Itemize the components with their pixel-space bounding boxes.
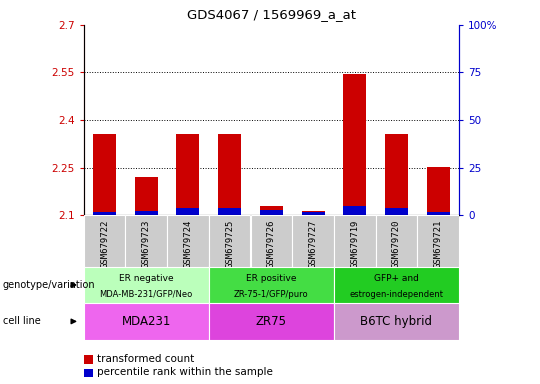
Bar	[301, 212, 325, 215]
Bar	[135, 211, 158, 215]
Text: genotype/variation: genotype/variation	[3, 280, 96, 290]
Bar	[427, 167, 450, 215]
Bar	[260, 210, 283, 215]
Bar	[218, 209, 241, 215]
Text: transformed count: transformed count	[97, 354, 194, 364]
Bar	[251, 215, 292, 267]
Bar	[93, 212, 116, 215]
Text: B6TC hybrid: B6TC hybrid	[360, 315, 433, 328]
Text: GSM679723: GSM679723	[141, 219, 151, 268]
Text: percentile rank within the sample: percentile rank within the sample	[97, 367, 273, 377]
Text: estrogen-independent: estrogen-independent	[349, 290, 443, 299]
Text: GSM679725: GSM679725	[225, 219, 234, 268]
Bar	[427, 212, 450, 215]
Text: MDA231: MDA231	[122, 315, 171, 328]
Bar	[135, 177, 158, 215]
Bar	[343, 205, 366, 215]
Text: GSM679720: GSM679720	[392, 219, 401, 268]
Text: ER negative: ER negative	[119, 274, 173, 283]
Bar	[177, 134, 199, 215]
Text: GSM679726: GSM679726	[267, 219, 276, 268]
Bar	[417, 215, 459, 267]
Bar	[343, 74, 366, 215]
Bar	[84, 303, 209, 340]
Bar	[376, 215, 417, 267]
Bar	[209, 215, 251, 267]
Bar	[385, 209, 408, 215]
Bar	[334, 303, 459, 340]
Bar	[334, 267, 459, 303]
Text: MDA-MB-231/GFP/Neo: MDA-MB-231/GFP/Neo	[99, 290, 193, 299]
Text: GSM679719: GSM679719	[350, 219, 359, 268]
Text: ZR-75-1/GFP/puro: ZR-75-1/GFP/puro	[234, 290, 309, 299]
Bar	[209, 267, 334, 303]
Bar	[385, 134, 408, 215]
Title: GDS4067 / 1569969_a_at: GDS4067 / 1569969_a_at	[187, 8, 356, 21]
Bar	[260, 205, 283, 215]
Bar	[209, 303, 334, 340]
Text: ZR75: ZR75	[256, 315, 287, 328]
Text: ER positive: ER positive	[246, 274, 296, 283]
Bar	[334, 215, 376, 267]
Bar	[301, 211, 325, 215]
Bar	[177, 209, 199, 215]
Text: cell line: cell line	[3, 316, 40, 326]
Text: GSM679724: GSM679724	[184, 219, 192, 268]
Bar	[218, 134, 241, 215]
Text: GSM679721: GSM679721	[434, 219, 443, 268]
Bar	[84, 267, 209, 303]
Text: GFP+ and: GFP+ and	[374, 274, 419, 283]
Bar	[93, 134, 116, 215]
Bar	[84, 215, 125, 267]
Bar	[125, 215, 167, 267]
Bar	[167, 215, 209, 267]
Bar	[292, 215, 334, 267]
Text: GSM679722: GSM679722	[100, 219, 109, 268]
Text: GSM679727: GSM679727	[308, 219, 318, 268]
